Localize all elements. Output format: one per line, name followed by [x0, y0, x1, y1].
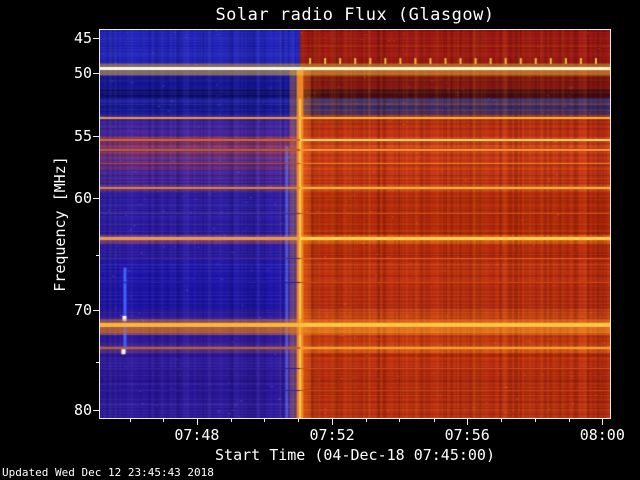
y-tick-mark — [93, 135, 100, 137]
x-minor-tick-mark — [500, 419, 502, 422]
y-tick-label: 55 — [73, 126, 92, 145]
x-minor-tick-mark — [399, 419, 401, 422]
x-tick-label: 08:00 — [579, 426, 625, 444]
x-minor-tick-mark — [163, 419, 165, 422]
x-tick-label: 07:56 — [444, 426, 490, 444]
x-tick-mark — [467, 419, 469, 425]
y-tick-label: 50 — [73, 64, 92, 83]
chart-title: Solar radio Flux (Glasgow) — [215, 5, 495, 25]
x-minor-tick-mark — [568, 419, 570, 422]
x-minor-tick-mark — [365, 419, 367, 422]
x-tick-mark — [332, 419, 334, 425]
x-axis-label: Start Time (04-Dec-18 07:45:00) — [215, 446, 495, 464]
x-minor-tick-mark — [534, 419, 536, 422]
x-minor-tick-mark — [433, 419, 435, 422]
spectrogram-canvas — [100, 30, 610, 418]
x-tick-mark — [602, 419, 604, 425]
y-tick-label: 45 — [73, 29, 92, 48]
y-tick-mark — [93, 198, 100, 199]
update-timestamp: Updated Wed Dec 12 23:45:43 2018 — [2, 466, 214, 479]
y-tick-label: 70 — [73, 301, 92, 320]
y-tick-label: 80 — [73, 400, 92, 419]
x-minor-tick-mark — [264, 419, 266, 422]
y-axis-label: Frequency [MHz] — [51, 156, 69, 292]
x-tick-label: 07:48 — [174, 426, 220, 444]
y-tick-mark — [93, 310, 100, 312]
x-minor-tick-mark — [230, 419, 232, 422]
x-minor-tick-mark — [129, 419, 131, 422]
y-tick-mark — [93, 38, 100, 40]
x-minor-tick-mark — [298, 419, 300, 422]
x-tick-mark — [196, 419, 198, 425]
y-tick-mark — [93, 73, 100, 75]
x-tick-label: 07:52 — [309, 426, 355, 444]
y-tick-mark — [93, 409, 100, 411]
